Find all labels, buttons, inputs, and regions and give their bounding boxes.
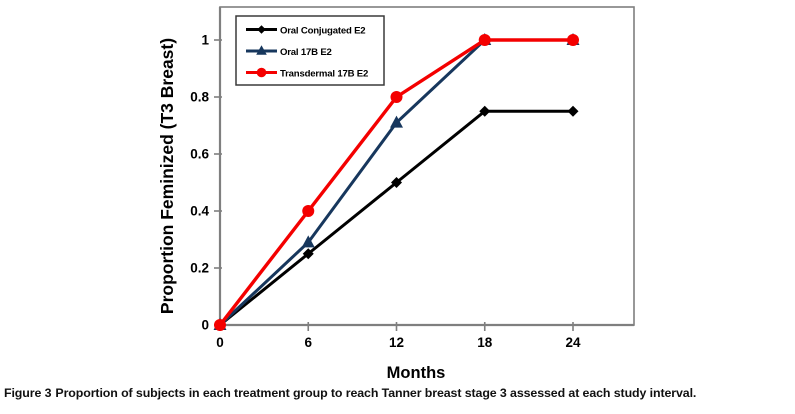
- data-point-triangle: [390, 115, 403, 128]
- y-tick-label: 0.6: [190, 147, 209, 162]
- data-point-triangle: [301, 235, 315, 248]
- data-point-circle: [214, 319, 226, 331]
- figure-caption: Figure 3 Proportion of subjects in each t…: [4, 386, 792, 402]
- figure-caption-label: Figure 3: [4, 386, 52, 400]
- legend-label: Transdermal 17B E2: [280, 68, 368, 79]
- data-point-circle: [302, 205, 315, 217]
- data-point-diamond: [479, 105, 491, 117]
- x-tick-label: 6: [304, 335, 312, 350]
- y-tick-label: 0.2: [190, 261, 209, 276]
- x-tick-label: 0: [216, 335, 224, 350]
- y-tick-label: 0.8: [190, 90, 209, 105]
- series-line-diamond: [219, 109, 573, 327]
- data-point-diamond: [567, 105, 579, 117]
- legend-swatch-triangle: [256, 45, 267, 55]
- y-tick-label: 1: [201, 33, 209, 48]
- legend-swatch-diamond: [257, 25, 266, 34]
- x-tick-label: 18: [477, 335, 493, 350]
- legend-label: Oral 17B E2: [280, 47, 332, 58]
- figure-caption-text: Proportion of subjects in each treatment…: [55, 386, 697, 400]
- legend-swatch-circle: [256, 67, 267, 78]
- x-tick-label: 24: [565, 335, 581, 350]
- x-tick-label: 12: [389, 335, 404, 350]
- y-tick-label: 0.4: [190, 204, 209, 219]
- data-point-diamond: [302, 248, 314, 260]
- legend-label: Oral Conjugated E2: [280, 25, 365, 36]
- y-axis-title: Proportion Feminized (T3 Breast): [157, 38, 177, 314]
- data-point-circle: [478, 34, 491, 46]
- data-point-circle: [567, 34, 579, 46]
- data-point-circle: [390, 91, 403, 103]
- y-tick-label: 0: [201, 318, 209, 333]
- chart: 0 0.2 0.4 0.6 0.8 1 0 6 12 18 24 Proportion Feminiz…: [157, 6, 635, 382]
- x-axis-title: Months: [387, 364, 446, 382]
- data-point-diamond: [391, 177, 402, 188]
